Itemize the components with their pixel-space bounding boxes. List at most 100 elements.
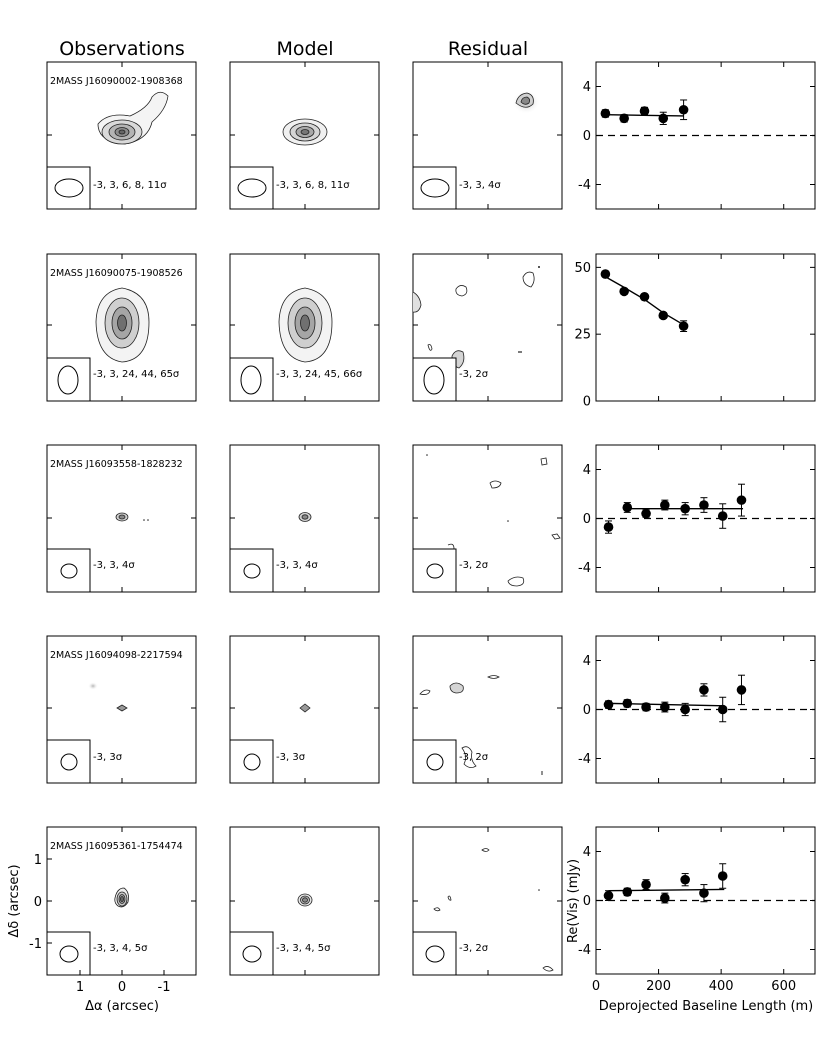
- panel-row2-model: -3, 3, 4σ: [229, 444, 380, 593]
- contour: [522, 271, 535, 288]
- beam-ellipse: [243, 563, 261, 579]
- vis-ytick-label: -4: [578, 178, 591, 193]
- image-xlabel: Δα (arcsec): [85, 999, 159, 1014]
- vis-ytick-label: 4: [583, 654, 591, 669]
- contour-levels: -3, 3, 4σ: [459, 180, 501, 191]
- beam-ellipse: [237, 178, 267, 198]
- data-point: [641, 508, 651, 519]
- vis-ytick-label: -4: [578, 752, 591, 767]
- image-xtick: 1: [76, 980, 84, 995]
- beam-box: [46, 166, 91, 210]
- contour: [117, 314, 127, 332]
- contour-levels: -3, 3σ: [93, 752, 123, 763]
- data-point: [600, 269, 611, 279]
- beam-ellipse: [57, 365, 79, 395]
- contour: [419, 689, 431, 695]
- beam-box: [229, 931, 274, 976]
- image-xtick: 0: [118, 980, 126, 995]
- contour-levels: -3, 3, 4, 5σ: [93, 943, 148, 954]
- contour: [120, 896, 124, 902]
- data-point: [622, 698, 633, 709]
- contour: [447, 895, 452, 901]
- beam-box: [229, 166, 274, 210]
- beam-ellipse: [426, 563, 444, 579]
- contour-levels: -3, 2σ: [459, 943, 489, 954]
- vis-ytick-label: 0: [583, 703, 591, 718]
- data-point: [619, 286, 629, 297]
- contour-levels: -3, 3, 4σ: [93, 560, 135, 571]
- contour: [412, 291, 422, 313]
- beam-box: [229, 548, 274, 593]
- beam-ellipse: [243, 753, 261, 771]
- data-point: [717, 871, 728, 881]
- beam-ellipse: [242, 945, 262, 963]
- beam-ellipse: [60, 753, 78, 771]
- beam-box: [46, 739, 91, 784]
- beam-box: [229, 357, 274, 402]
- image-ytick: -1: [29, 937, 42, 952]
- column-title-residual: Residual: [448, 38, 528, 60]
- vis-ytick-label: 4: [583, 80, 591, 95]
- data-point: [699, 888, 709, 898]
- panel-row1-model: -3, 3, 24, 45, 66σ: [229, 253, 380, 402]
- vis-xtick-label: 400: [709, 979, 734, 994]
- contour-levels: -3, 2σ: [459, 369, 489, 380]
- panel-row2-residual: -3, 2σ: [412, 444, 563, 593]
- data-point: [736, 685, 747, 695]
- source-name: 2MASS J16090075-1908526: [50, 268, 183, 279]
- contour-levels: -3, 2σ: [459, 752, 489, 763]
- contour-levels: -3, 3, 4σ: [276, 560, 318, 571]
- data-point: [699, 685, 709, 695]
- panel-row0-residual: -3, 3, 4σ: [412, 61, 563, 210]
- source-name: 2MASS J16094098-2217594: [50, 650, 183, 661]
- vis-xtick-label: 0: [592, 979, 600, 994]
- data-point: [660, 702, 670, 712]
- data-point: [680, 874, 690, 885]
- vis-xtick-label: 200: [646, 979, 671, 994]
- data-point: [658, 310, 669, 321]
- vis-ytick-label: 50: [574, 261, 591, 276]
- vis-xlabel: Deprojected Baseline Length (m): [599, 999, 814, 1014]
- vis-ytick-label: 0: [583, 894, 591, 909]
- contour: [302, 897, 308, 903]
- contour-levels: -3, 3, 6, 8, 11σ: [276, 180, 350, 191]
- data-point: [660, 500, 670, 510]
- contour: [542, 966, 554, 972]
- source-name: 2MASS J16090002-1908368: [50, 76, 183, 87]
- panel-row4-observations: 2MASS J16095361-1754474 -3, 3, 4, 5σ 1 0…: [7, 826, 197, 1014]
- data-point: [680, 704, 690, 715]
- data-point: [678, 321, 689, 331]
- vis-frame: [595, 253, 816, 402]
- data-point: [660, 893, 670, 903]
- contour: [520, 96, 531, 105]
- visibility-plots: 4 0 -4 50 25 0 4 0 -4 4 0 -4 4 0 -4 0 200 400 600: [574, 61, 816, 994]
- data-point: [717, 511, 728, 521]
- beam-ellipse: [54, 178, 84, 198]
- vis-ytick-label: 4: [583, 845, 591, 860]
- panel-row1-residual: -3, 2σ: [412, 253, 563, 402]
- contour: [481, 848, 490, 852]
- contour: [300, 314, 310, 332]
- contour: [116, 704, 128, 712]
- data-point: [717, 704, 728, 715]
- data-point: [603, 522, 614, 532]
- contour-levels: -3, 3, 24, 45, 66σ: [276, 369, 363, 380]
- vis-panel-0: 4 0 -4: [578, 61, 816, 210]
- data-point: [603, 699, 614, 710]
- contour: [301, 514, 309, 520]
- vis-ytick-label: 0: [583, 395, 591, 410]
- contour: [118, 514, 126, 520]
- data-point: [641, 879, 651, 890]
- contour: [118, 129, 126, 135]
- panel-row0-model: -3, 3, 6, 8, 11σ: [229, 61, 380, 210]
- contour: [300, 129, 310, 135]
- beam-ellipse: [426, 753, 444, 771]
- beam-box: [46, 548, 91, 593]
- data-point: [639, 106, 650, 116]
- panel-row3-observations: 2MASS J16094098-2217594 -3, 3σ: [46, 635, 197, 784]
- image-xtick: -1: [158, 980, 171, 995]
- contour: [507, 576, 525, 587]
- contour-levels: -3, 3, 4, 5σ: [276, 943, 331, 954]
- data-point: [658, 113, 669, 124]
